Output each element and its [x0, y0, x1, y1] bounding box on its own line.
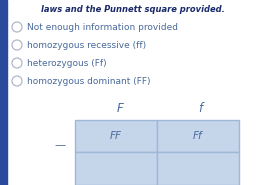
Bar: [75, 120, 157, 152]
Bar: [0, 0, 7, 185]
Text: laws and the Punnett square provided.: laws and the Punnett square provided.: [41, 5, 225, 14]
Bar: [157, 120, 239, 152]
Text: homozygous recessive (ff): homozygous recessive (ff): [27, 41, 146, 50]
Text: —: —: [54, 140, 66, 150]
Text: homozygous dominant (FF): homozygous dominant (FF): [27, 77, 151, 85]
Text: Not enough information provided: Not enough information provided: [27, 23, 178, 31]
Text: f: f: [198, 102, 202, 115]
Bar: [157, 152, 239, 185]
Text: F: F: [117, 102, 124, 115]
Text: heterozygous (Ff): heterozygous (Ff): [27, 58, 107, 68]
Bar: [75, 152, 157, 185]
Text: FF: FF: [110, 131, 122, 141]
Text: Ff: Ff: [193, 131, 203, 141]
